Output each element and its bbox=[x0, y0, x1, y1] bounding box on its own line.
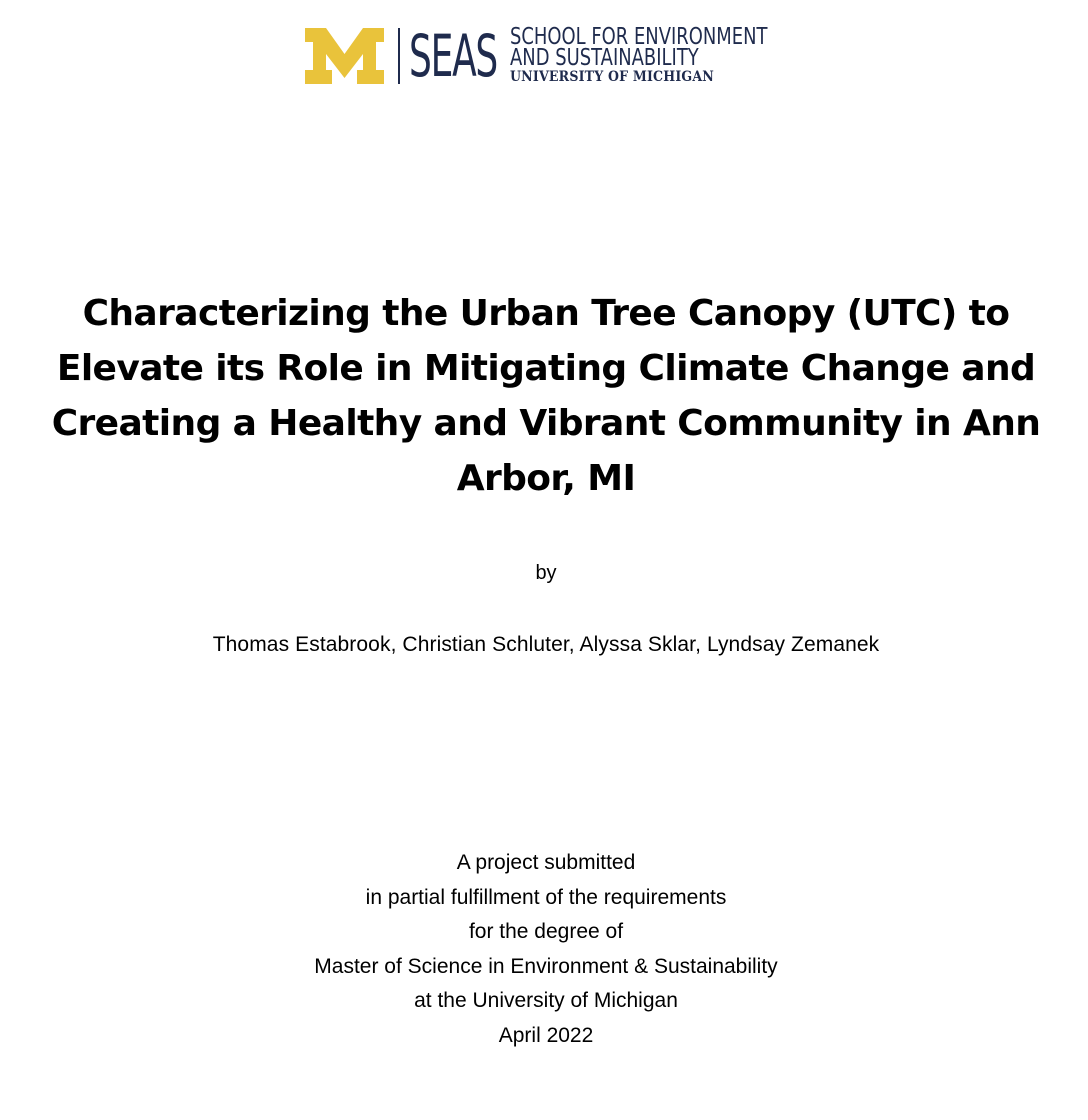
submission-line-1: A project submitted bbox=[456, 851, 636, 874]
authors-list: Thomas Estabrook, Christian Schluter, Al… bbox=[212, 633, 880, 656]
submission-line-4: Master of Science in Environment & Susta… bbox=[314, 954, 778, 978]
school-name-block: SCHOOL FOR ENVIRONMENT AND SUSTAINABILIT… bbox=[510, 24, 800, 86]
submission-date: April 2022 bbox=[498, 1023, 594, 1047]
seas-logo: SEAS SCHOOL FOR ENVIRONMENT AND SUSTAINA… bbox=[305, 26, 800, 86]
title-line-1: Characterizing the Urban Tree Canopy (UT… bbox=[82, 293, 1010, 334]
school-name-line-2: AND SUSTAINABILITY bbox=[510, 45, 699, 71]
by-line: by bbox=[535, 562, 557, 584]
submission-line-5: at the University of Michigan bbox=[414, 989, 678, 1013]
block-m-logo-icon bbox=[305, 28, 384, 84]
school-name-line-1: SCHOOL FOR ENVIRONMENT bbox=[510, 24, 768, 50]
submission-line-2: in partial fulfillment of the requiremen… bbox=[365, 885, 727, 909]
document-title: Characterizing the Urban Tree Canopy (UT… bbox=[44, 286, 1048, 506]
title-line-3: Creating a Healthy and Vibrant Community… bbox=[51, 403, 1041, 444]
submission-line-3: for the degree of bbox=[468, 920, 624, 944]
seas-wordmark: SEAS bbox=[409, 22, 498, 90]
university-name: UNIVERSITY OF MICHIGAN bbox=[510, 69, 715, 85]
title-line-4: Arbor, MI bbox=[456, 458, 636, 499]
logo-divider bbox=[398, 28, 400, 84]
title-line-2: Elevate its Role in Mitigating Climate C… bbox=[56, 348, 1036, 389]
submission-statement: A project submitted in partial fulfillme… bbox=[0, 846, 1088, 1054]
